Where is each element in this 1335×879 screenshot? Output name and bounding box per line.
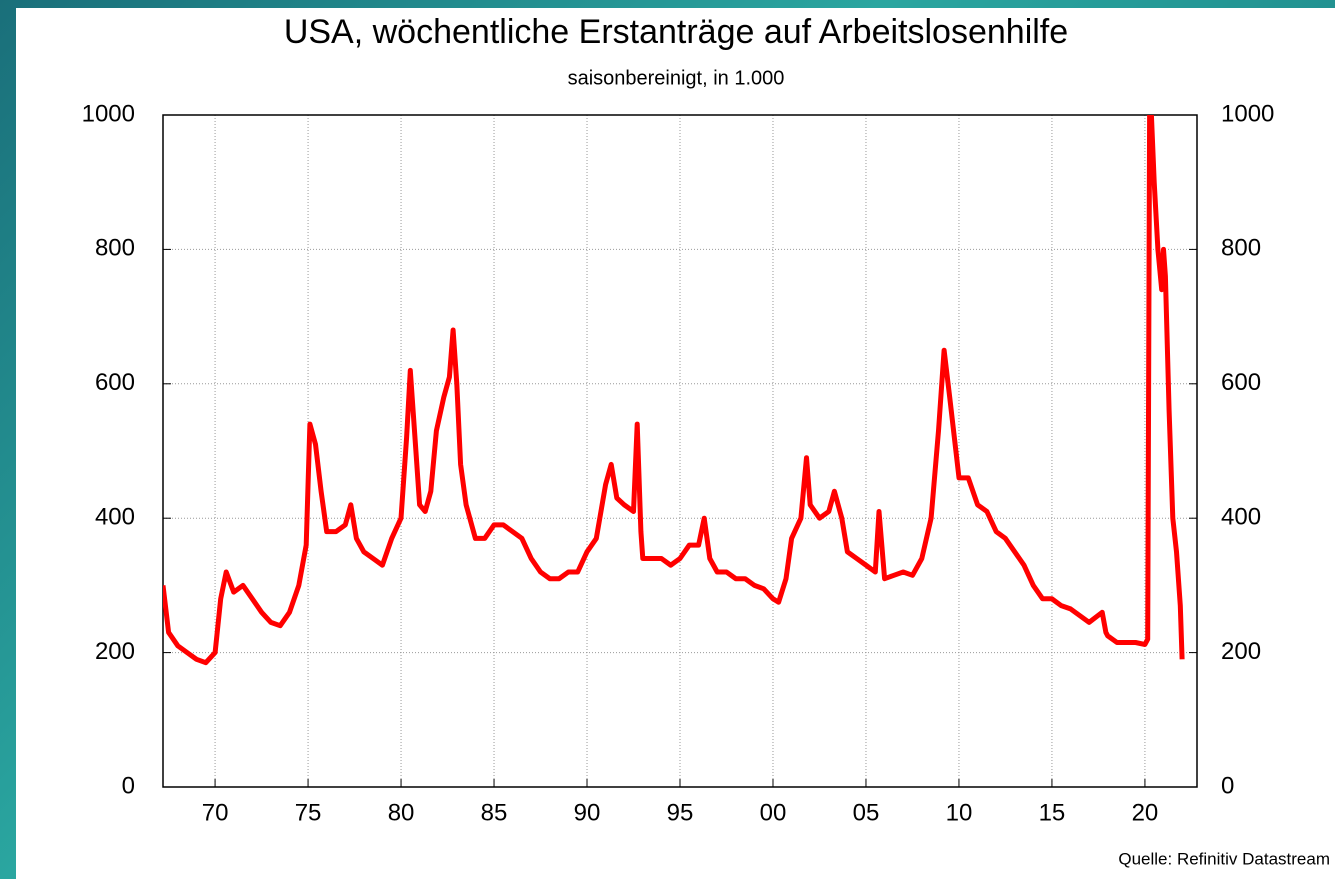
- source-note: Quelle: Refinitiv Datastream: [1118, 849, 1330, 868]
- y-tick-label: 800: [95, 235, 135, 262]
- chart: USA, wöchentliche Erstanträge auf Arbeit…: [0, 0, 1335, 879]
- chart-background: [16, 8, 1335, 879]
- y2-tick-label: 200: [1221, 638, 1261, 665]
- y-tick-label: 400: [95, 504, 135, 531]
- y-tick-label: 1000: [82, 100, 135, 127]
- chart-title: USA, wöchentliche Erstanträge auf Arbeit…: [284, 13, 1068, 51]
- y-tick-label: 600: [95, 369, 135, 396]
- y2-tick-label: 600: [1221, 369, 1261, 396]
- x-tick-label: 90: [574, 799, 601, 826]
- x-tick-label: 95: [667, 799, 694, 826]
- page: USA, wöchentliche Erstanträge auf Arbeit…: [0, 0, 1335, 879]
- x-tick-label: 05: [853, 799, 880, 826]
- x-tick-label: 00: [760, 799, 787, 826]
- x-tick-label: 15: [1039, 799, 1066, 826]
- chart-subtitle: saisonbereinigt, in 1.000: [568, 67, 785, 89]
- y2-tick-label: 1000: [1221, 100, 1274, 127]
- y-tick-label: 0: [122, 772, 135, 799]
- x-tick-label: 75: [295, 799, 322, 826]
- y2-tick-label: 0: [1221, 772, 1234, 799]
- x-tick-label: 70: [202, 799, 229, 826]
- y2-tick-label: 400: [1221, 504, 1261, 531]
- y2-tick-label: 800: [1221, 235, 1261, 262]
- x-tick-label: 10: [946, 799, 973, 826]
- x-tick-label: 85: [481, 799, 508, 826]
- x-tick-label: 20: [1132, 799, 1159, 826]
- y-tick-label: 200: [95, 638, 135, 665]
- x-tick-label: 80: [388, 799, 415, 826]
